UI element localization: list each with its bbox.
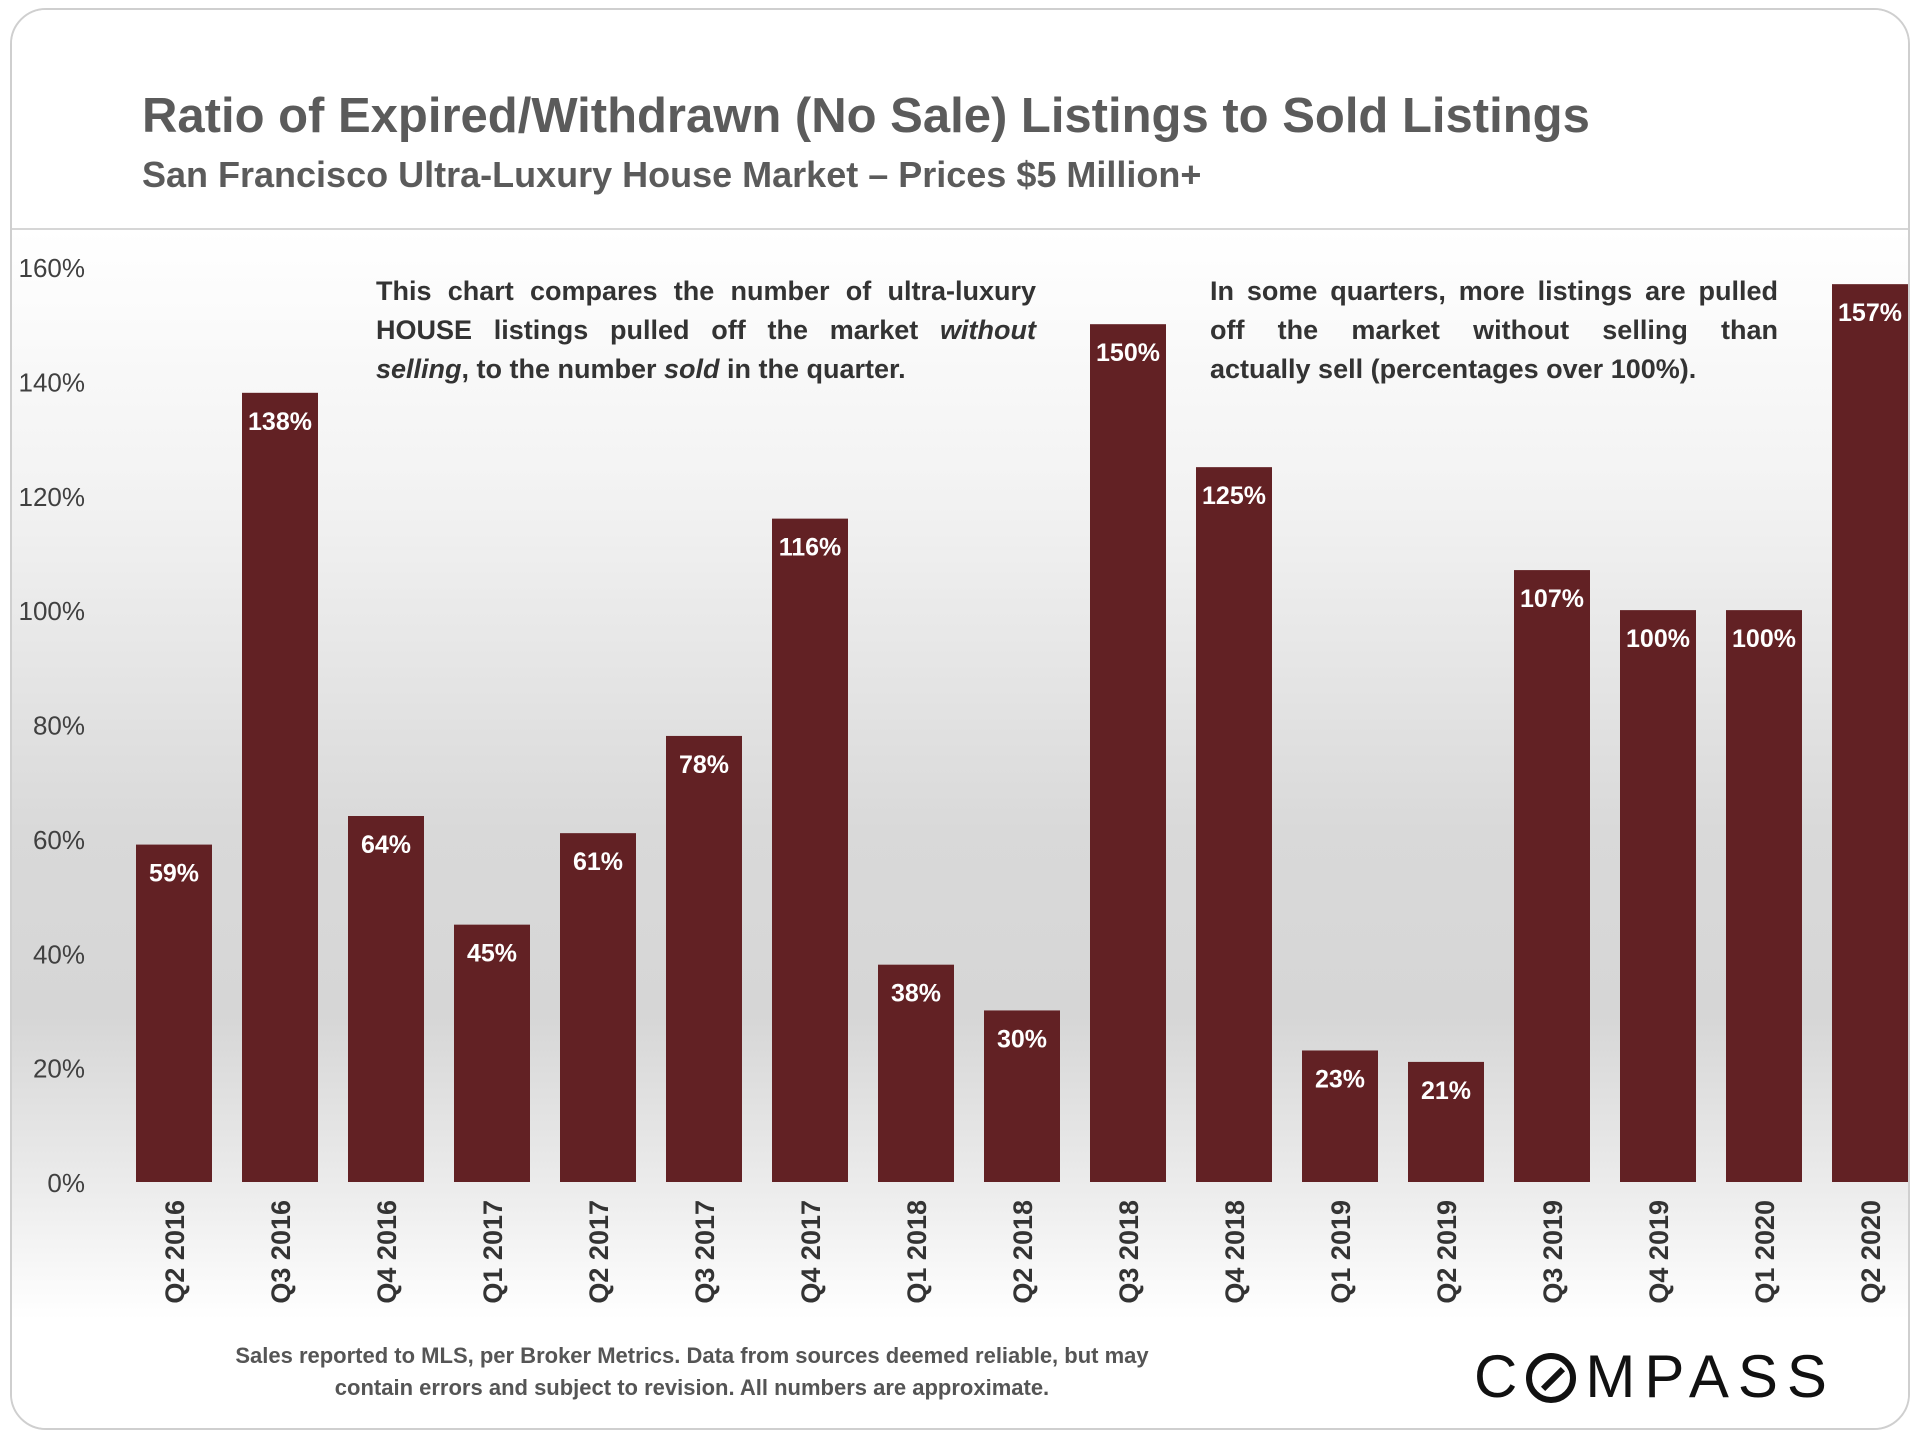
x-tick-label: Q2 2019 <box>1432 1200 1462 1304</box>
annotation-right: In some quarters, more listings are pull… <box>1210 272 1778 389</box>
x-tick-label: Q4 2017 <box>796 1200 826 1304</box>
chart-subtitle: San Francisco Ultra-Luxury House Market … <box>142 154 1202 195</box>
x-tick-label: Q1 2018 <box>902 1200 932 1304</box>
y-tick-label: 0% <box>47 1168 85 1198</box>
x-tick-label: Q1 2020 <box>1750 1200 1780 1304</box>
chart-title: Ratio of Expired/Withdrawn (No Sale) Lis… <box>142 89 1590 143</box>
annotation-right-line-1: In some quarters, more listings are pull… <box>1210 276 1778 306</box>
bar-value-label: 78% <box>679 751 729 779</box>
bar-value-label: 64% <box>361 831 411 859</box>
chart-header: Ratio of Expired/Withdrawn (No Sale) Lis… <box>12 10 1908 228</box>
bar-chart: 0% 20% 40% 60% 80% 100% 120% 140% 160% 59% Q2 2016… <box>19 253 1908 1304</box>
bar <box>1408 1061 1484 1182</box>
bar-value-label: 125% <box>1202 482 1266 510</box>
bar <box>348 816 424 1182</box>
bar <box>454 924 530 1182</box>
y-tick-label: 80% <box>33 711 85 741</box>
x-tick-label: Q2 2016 <box>160 1200 190 1304</box>
bar-value-label: 138% <box>248 408 312 436</box>
bar <box>242 392 318 1182</box>
bar <box>560 833 636 1182</box>
bar-value-label: 23% <box>1315 1065 1365 1093</box>
bar <box>1514 570 1590 1182</box>
bar <box>1726 610 1802 1182</box>
annotation-right-line-2: off the market without selling than <box>1210 315 1778 345</box>
y-tick-label: 140% <box>19 367 86 397</box>
x-tick-label: Q3 2017 <box>690 1200 720 1304</box>
y-tick-label: 20% <box>33 1054 85 1084</box>
x-tick-label: Q3 2019 <box>1538 1200 1568 1304</box>
annotation-left: This chart compares the number of ultra-… <box>376 272 1036 389</box>
annotation-left-line-2: HOUSE listings pulled off the market wit… <box>376 315 1036 345</box>
bar-value-label: 100% <box>1626 625 1690 653</box>
x-tick-label: Q1 2017 <box>478 1200 508 1304</box>
bar-value-label: 116% <box>779 534 842 562</box>
x-tick-label: Q4 2019 <box>1644 1200 1674 1304</box>
bar <box>1832 284 1908 1182</box>
x-tick-label: Q3 2018 <box>1114 1200 1144 1304</box>
y-tick-label: 160% <box>19 253 86 283</box>
bar-value-label: 157% <box>1838 299 1902 327</box>
bar-value-label: 150% <box>1096 339 1160 367</box>
bar-value-label: 59% <box>149 860 199 888</box>
bar <box>984 1010 1060 1182</box>
bar-value-label: 100% <box>1732 625 1796 653</box>
bar <box>1196 467 1272 1182</box>
x-tick-label: Q2 2017 <box>584 1200 614 1304</box>
bar <box>136 844 212 1182</box>
x-tick-label: Q1 2019 <box>1326 1200 1356 1304</box>
compass-logo: C MPASS <box>1474 1343 1836 1410</box>
x-tick-label: Q2 2020 <box>1856 1200 1886 1304</box>
annotation-left-line-3: selling, to the number sold in the quart… <box>376 354 906 384</box>
bar-value-label: 107% <box>1520 585 1584 613</box>
x-tick-label: Q4 2016 <box>372 1200 402 1304</box>
bar <box>772 518 848 1182</box>
footer: Sales reported to MLS, per Broker Metric… <box>12 1320 1908 1428</box>
bar-value-label: 38% <box>891 980 941 1008</box>
annotation-right-line-3: actually sell (percentages over 100%). <box>1210 354 1697 384</box>
x-tick-label: Q4 2018 <box>1220 1200 1250 1304</box>
chart-card: Ratio of Expired/Withdrawn (No Sale) Lis… <box>10 8 1910 1430</box>
bar <box>1620 610 1696 1182</box>
bar-value-label: 30% <box>997 1025 1047 1053</box>
bar <box>878 964 954 1182</box>
bar <box>1302 1050 1378 1182</box>
x-tick-label: Q3 2016 <box>266 1200 296 1304</box>
source-note-line-2: contain errors and subject to revision. … <box>334 1375 1050 1400</box>
compass-logo-o-icon <box>1526 1353 1577 1403</box>
bar-value-label: 21% <box>1421 1077 1471 1105</box>
bar-value-label: 61% <box>573 848 623 876</box>
bar-value-label: 45% <box>467 940 517 968</box>
y-tick-label: 60% <box>33 825 85 855</box>
y-tick-label: 120% <box>19 482 86 512</box>
y-tick-label: 40% <box>33 939 85 969</box>
bar <box>1090 324 1166 1182</box>
y-tick-label: 100% <box>19 596 86 626</box>
source-note: Sales reported to MLS, per Broker Metric… <box>192 1340 1192 1404</box>
annotation-left-line-1: This chart compares the number of ultra-… <box>376 276 1036 306</box>
source-note-line-1: Sales reported to MLS, per Broker Metric… <box>235 1343 1149 1368</box>
x-tick-label: Q2 2018 <box>1008 1200 1038 1304</box>
bar <box>666 735 742 1182</box>
